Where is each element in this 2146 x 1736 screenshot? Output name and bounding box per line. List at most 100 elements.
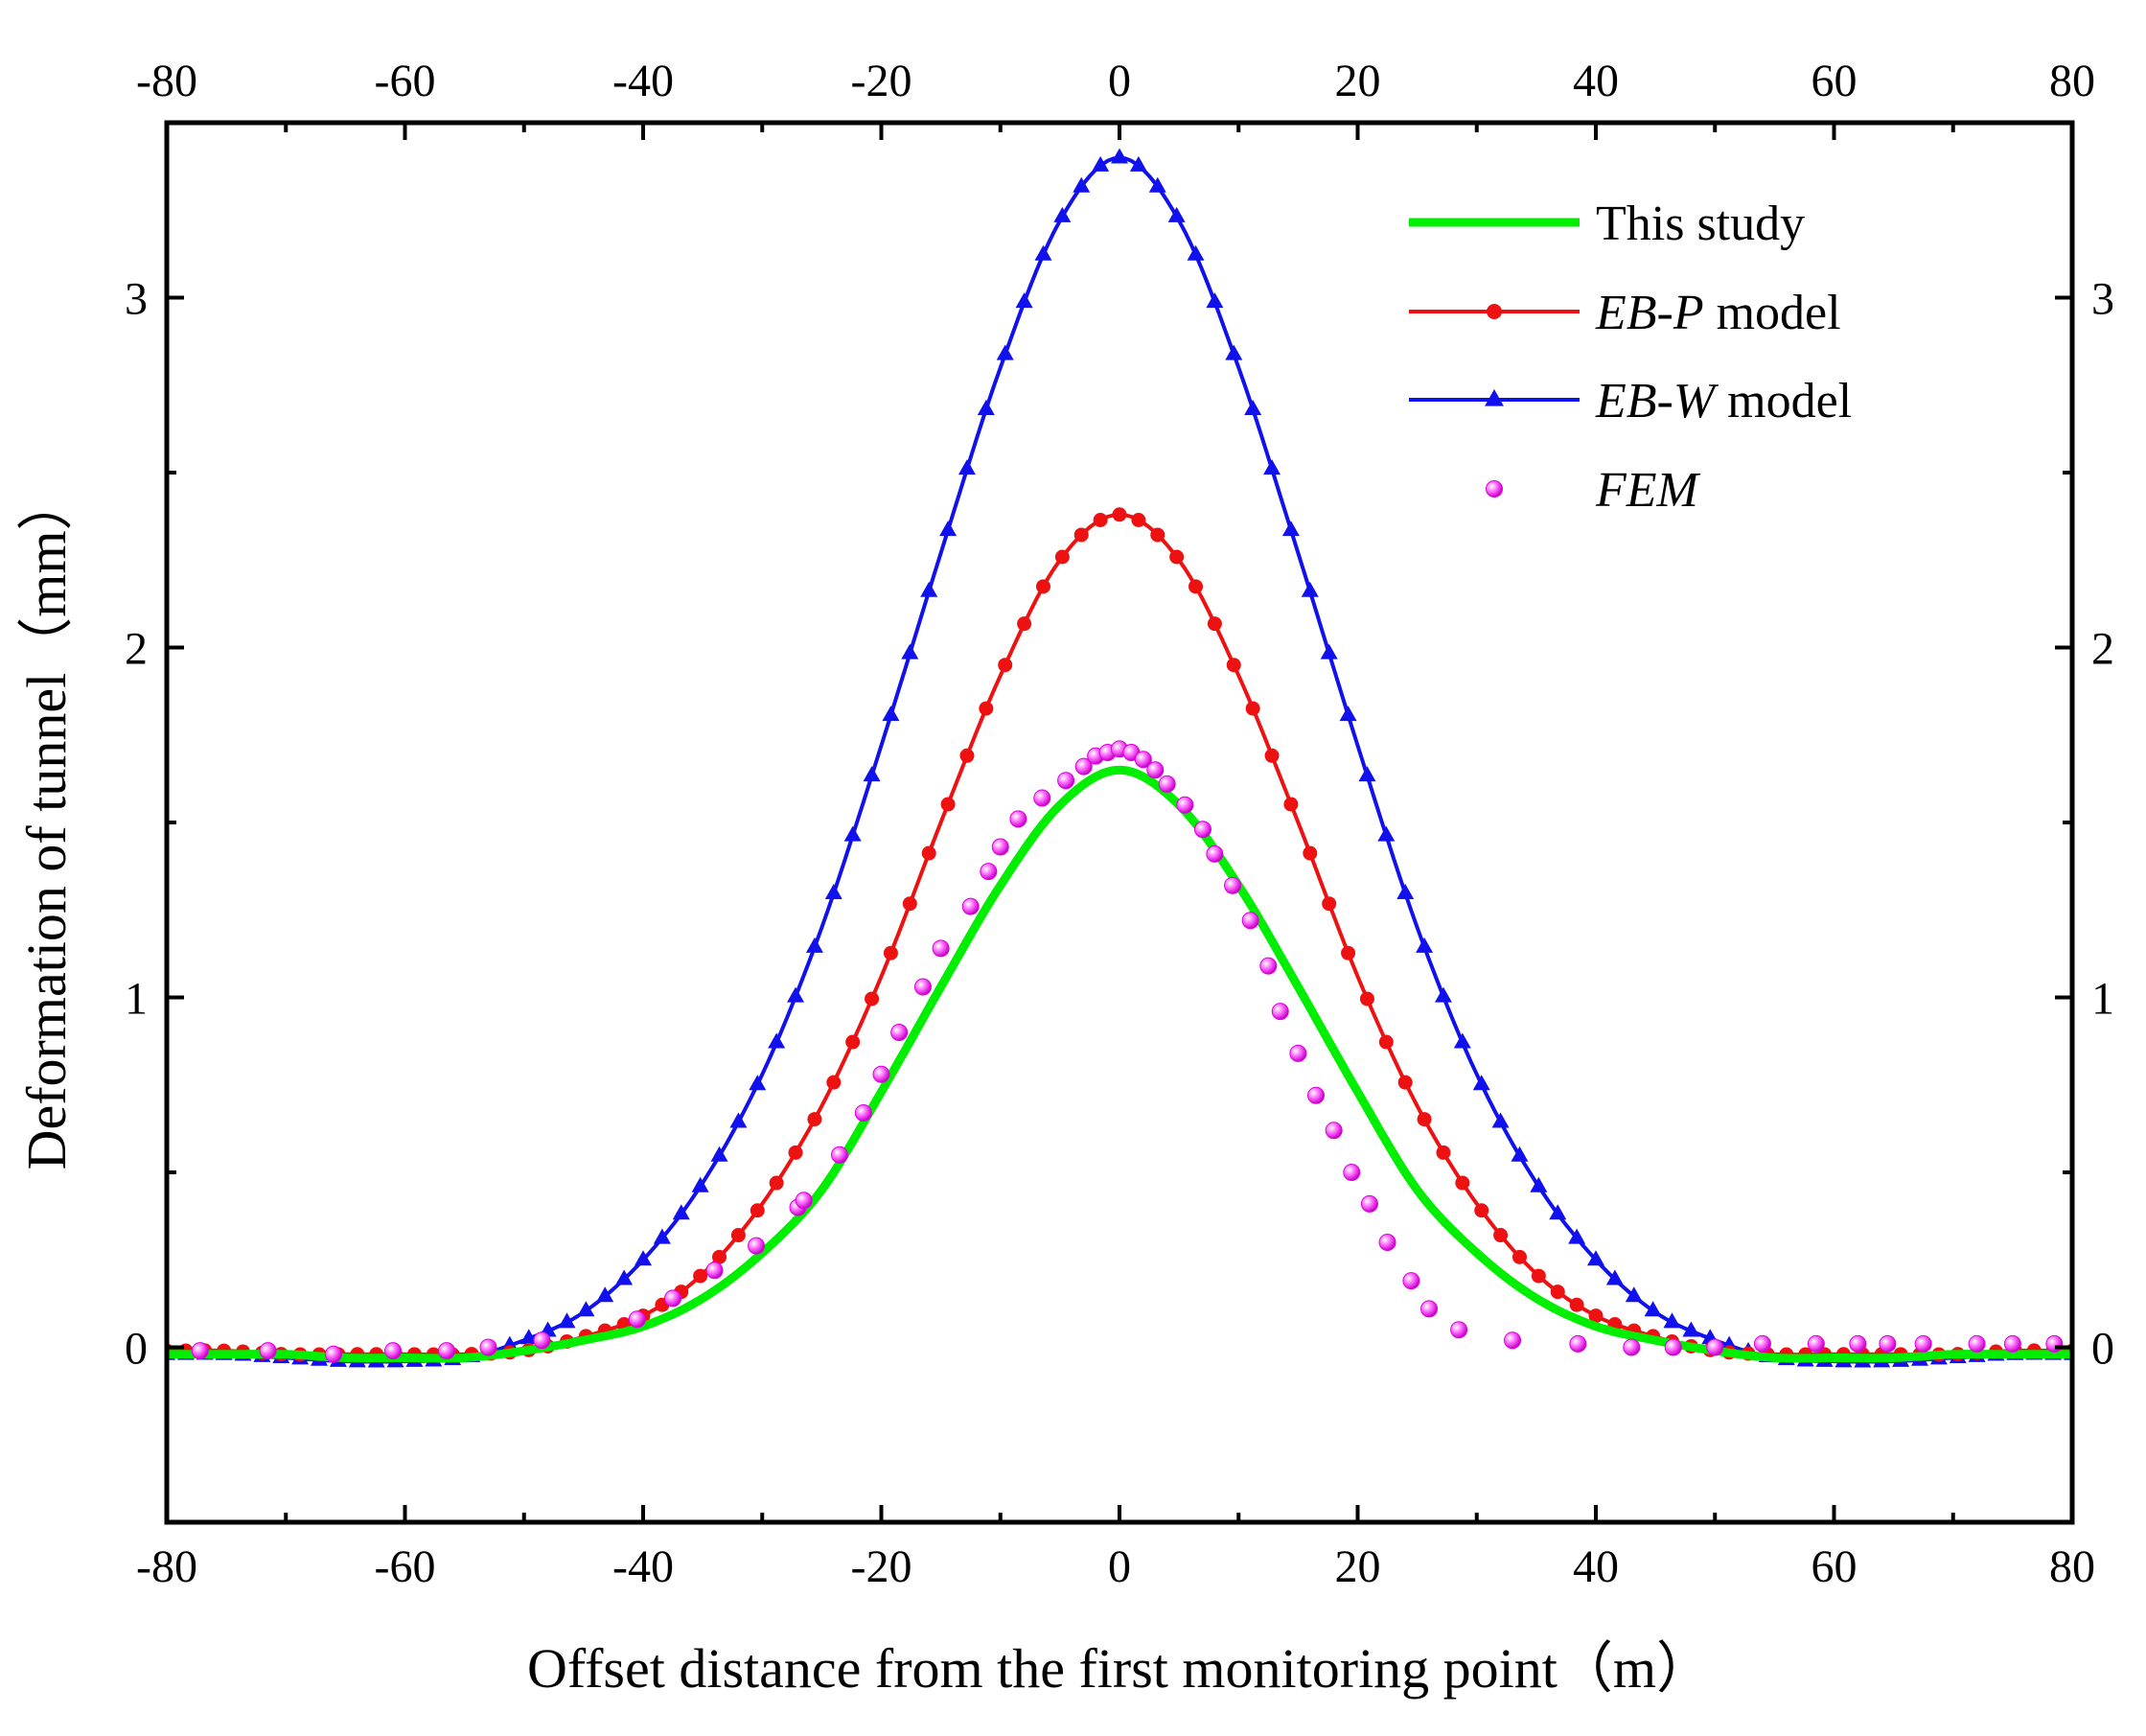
ebp-marker: [1436, 1145, 1451, 1160]
ebw-marker: [901, 643, 919, 660]
fem-point: [980, 863, 998, 881]
ebw-marker: [1511, 1146, 1529, 1162]
ebw-marker: [1472, 1075, 1490, 1091]
fem-point: [1057, 772, 1075, 790]
fem-point: [1325, 1122, 1343, 1140]
legend-label-eb-w-model: EB-W model: [1595, 374, 1852, 428]
legend-item-fem: FEM: [1486, 463, 1701, 518]
fem-point: [913, 978, 932, 996]
ebp-marker: [1264, 748, 1280, 763]
ebp-marker: [1093, 512, 1108, 527]
x-tick-label-top: -40: [612, 56, 674, 106]
ebp-marker: [959, 748, 975, 763]
ebw-marker: [1416, 937, 1434, 953]
fem-point: [748, 1237, 766, 1255]
y-tick-label-left: 3: [125, 274, 148, 325]
legend-item-eb-w-model: EB-W model: [1409, 374, 1852, 428]
fem-point: [932, 939, 950, 958]
fem-point: [1402, 1272, 1420, 1290]
legend-label-italic: FEM: [1595, 463, 1701, 518]
ebw-marker: [1148, 176, 1166, 193]
ebw-marker: [1453, 1032, 1471, 1049]
ebp-marker: [807, 1112, 822, 1127]
fem-point: [890, 1024, 909, 1041]
ebp-marker: [865, 991, 880, 1007]
ebw-marker: [1167, 206, 1186, 222]
legend-label-normal: This study: [1596, 197, 1805, 251]
ebw-marker: [1568, 1228, 1586, 1244]
fem-point: [831, 1146, 849, 1164]
ebw-marker: [1301, 581, 1319, 597]
series-line-eb-p-model: [167, 512, 2072, 1357]
ebp-marker: [1035, 579, 1050, 594]
legend-label-eb-p-model: EB-P model: [1595, 286, 1841, 340]
ebp-marker: [788, 1145, 803, 1160]
fem-point: [1420, 1300, 1439, 1318]
ebw-marker: [939, 521, 958, 537]
axes: -80-80-60-60-40-40-20-200020204040606080…: [125, 56, 2114, 1592]
fem-point: [854, 1103, 872, 1122]
ebp-marker: [1493, 1228, 1509, 1243]
fem-point: [1664, 1338, 1682, 1356]
ebp-marker: [1073, 527, 1089, 543]
ebp-marker: [693, 1268, 708, 1284]
x-tick-label-top: -80: [136, 56, 197, 106]
ebp-marker: [1112, 507, 1127, 522]
ebw-marker: [1644, 1301, 1662, 1317]
fem-point: [961, 897, 980, 915]
fem-point: [991, 838, 1009, 856]
fem-point: [705, 1261, 724, 1280]
ebw-marker: [1625, 1286, 1643, 1303]
ebw-marker: [863, 766, 881, 782]
ebw-marker: [996, 344, 1014, 360]
x-tick-label-bottom: 20: [1335, 1541, 1381, 1592]
fem-point: [1134, 751, 1152, 769]
legend-label-fem: FEM: [1595, 463, 1701, 518]
fem-point: [479, 1338, 497, 1356]
ebw-marker: [1206, 292, 1224, 309]
ebp-marker: [1531, 1268, 1546, 1284]
ebp-marker: [1283, 797, 1299, 812]
legend-label-this-study: This study: [1596, 197, 1805, 251]
fem-point: [1224, 876, 1242, 894]
x-tick-label-top: 20: [1335, 56, 1381, 106]
fem-point: [533, 1331, 551, 1350]
fem-point: [1033, 789, 1051, 807]
ebp-marker: [921, 845, 936, 861]
y-tick-label-right: 2: [2091, 624, 2114, 675]
fem-point: [1450, 1321, 1468, 1339]
ebw-marker: [519, 1329, 538, 1345]
y-axis-title: Deformation of tunnel（mm）: [15, 475, 78, 1170]
ebw-marker: [1015, 292, 1033, 309]
ebw-marker: [577, 1301, 595, 1317]
fem-point: [384, 1342, 403, 1360]
ebw-marker: [710, 1146, 728, 1162]
fem-point: [1569, 1334, 1587, 1353]
x-tick-label-bottom: -80: [136, 1541, 197, 1592]
ebp-marker: [1569, 1297, 1584, 1312]
ebp-marker: [1017, 616, 1032, 632]
series-fem: [191, 740, 2064, 1363]
ebp-marker: [1550, 1285, 1565, 1300]
fem-point: [1753, 1334, 1771, 1353]
legend-item-this-study: This study: [1409, 197, 1805, 251]
fem-point: [1259, 957, 1278, 975]
x-tick-label-top: -20: [851, 56, 912, 106]
ebw-marker: [1358, 766, 1376, 782]
ebp-marker: [1359, 991, 1374, 1007]
fem-point: [1378, 1234, 1396, 1251]
ebw-marker: [1111, 148, 1128, 164]
ebp-marker: [1054, 549, 1070, 565]
y-tick-label-left: 0: [125, 1324, 148, 1375]
ebw-marker: [691, 1176, 709, 1192]
legend-item-eb-p-model: EB-P model: [1409, 286, 1841, 340]
ebw-marker: [1129, 155, 1147, 172]
ebp-marker: [1397, 1075, 1413, 1090]
fem-point: [2045, 1334, 2064, 1353]
ebp-marker: [1455, 1175, 1470, 1191]
x-tick-label-bottom: 60: [1811, 1541, 1858, 1592]
fem-point: [437, 1342, 455, 1360]
fem-point: [191, 1342, 209, 1360]
ebw-marker: [653, 1228, 671, 1244]
